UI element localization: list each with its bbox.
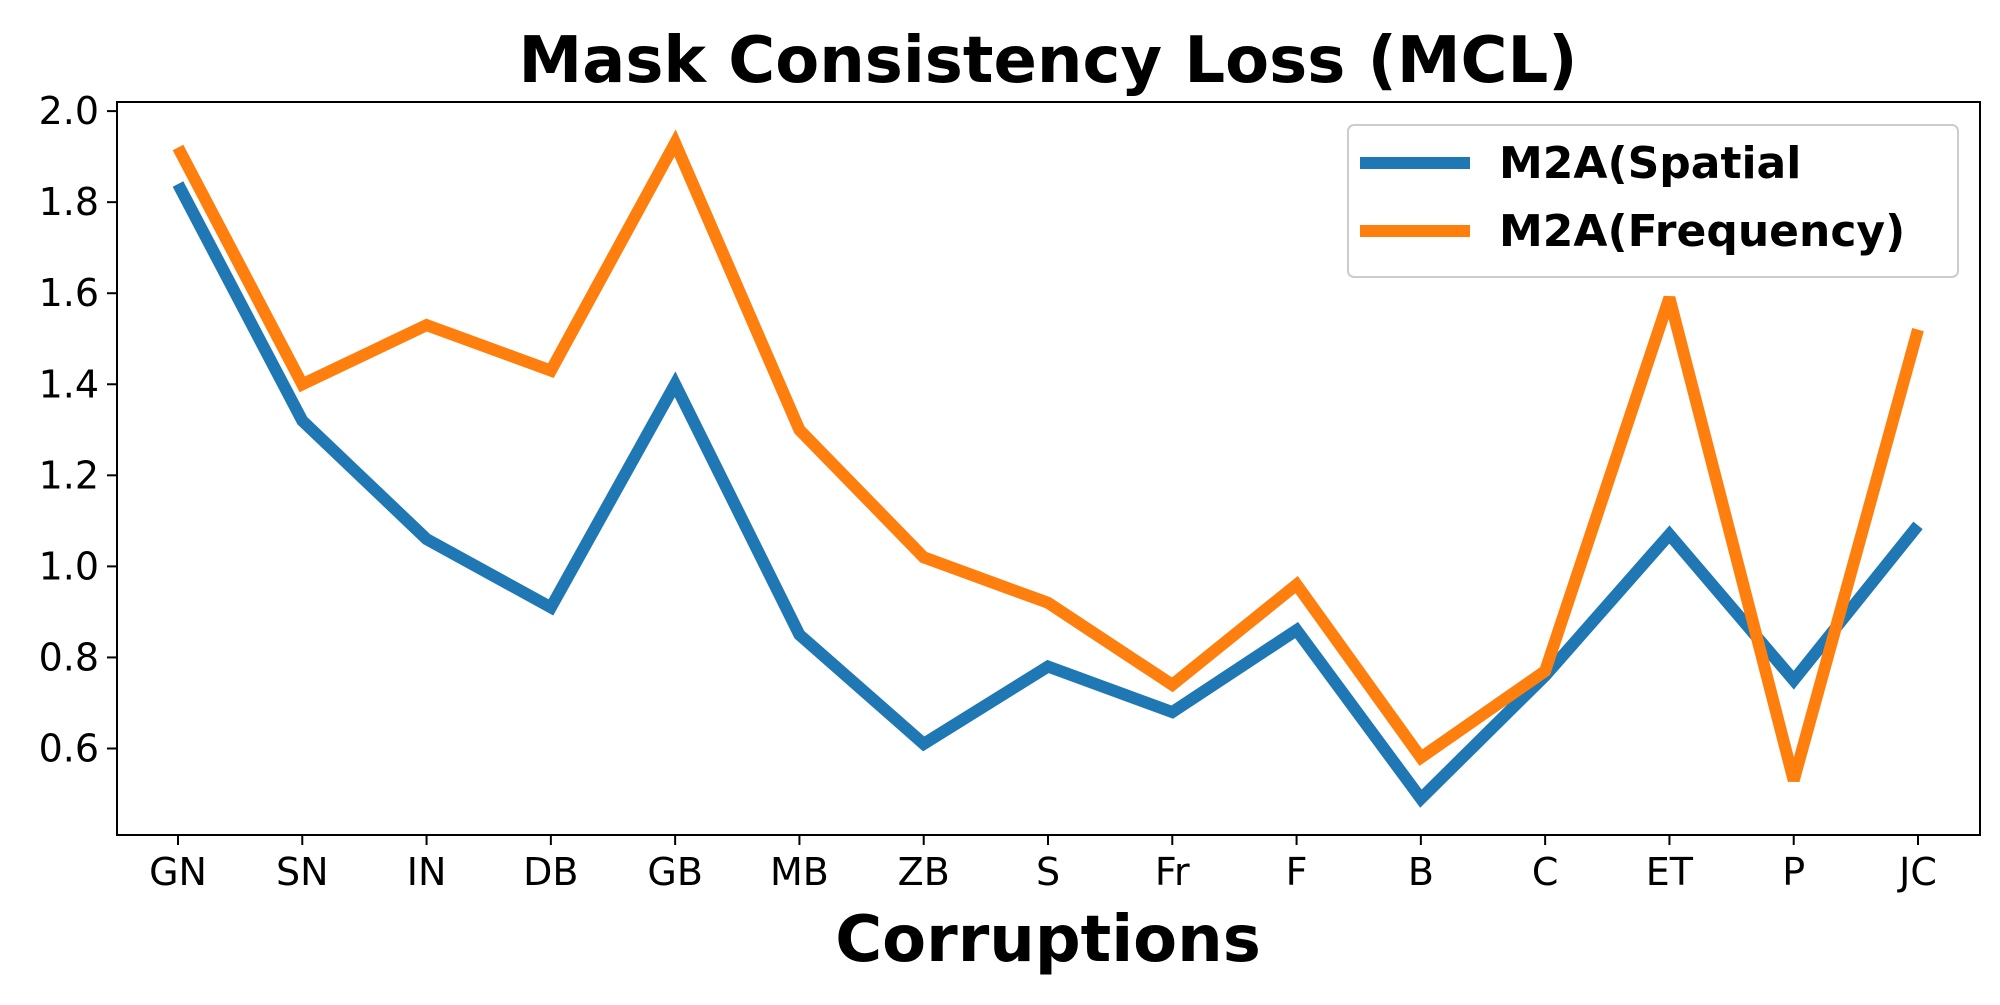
y-tick-label: 0.8 <box>39 635 99 679</box>
x-tick-label: Fr <box>1155 850 1190 894</box>
y-tick-label: 1.2 <box>39 453 99 497</box>
x-axis-label: Corruptions <box>835 903 1261 977</box>
x-tick-label: F <box>1286 850 1308 894</box>
y-tick-label: 0.6 <box>39 726 99 770</box>
x-tick-label: ZB <box>898 850 950 894</box>
legend-label-spatial: M2A(Spatial <box>1499 138 1801 189</box>
x-tick-label: P <box>1782 850 1805 894</box>
x-tick-label: JC <box>1897 850 1937 894</box>
chart-title: Mask Consistency Loss (MCL) <box>518 24 1577 98</box>
series-line-spatial <box>172 181 1923 808</box>
y-tick-label: 1.6 <box>39 271 99 315</box>
y-tick-label: 1.8 <box>39 180 99 224</box>
legend-label-frequency: M2A(Frequency) <box>1499 206 1905 257</box>
x-tick-label: GB <box>647 850 703 894</box>
legend: M2A(Spatial M2A(Frequency) <box>1347 124 1959 278</box>
y-tick-label: 1.0 <box>39 544 99 588</box>
x-tick-label: ET <box>1646 850 1694 894</box>
legend-box <box>1347 124 1959 278</box>
x-tick-label: SN <box>276 850 329 894</box>
x-tick-label: IN <box>407 850 447 894</box>
x-tick-label: GN <box>149 850 207 894</box>
plot-area <box>172 129 1924 808</box>
x-axis: GN SN IN DB GB MB ZB S Fr F B C ET P JC <box>149 835 1937 894</box>
y-tick-label: 1.4 <box>39 362 99 406</box>
y-axis: 0.6 0.8 1.0 1.2 1.4 1.6 1.8 2.0 <box>39 89 117 770</box>
x-tick-label: C <box>1532 850 1559 894</box>
x-tick-label: B <box>1408 850 1434 894</box>
y-tick-label: 2.0 <box>39 89 99 133</box>
series-line-frequency <box>172 129 1924 782</box>
x-tick-label: DB <box>523 850 578 894</box>
x-tick-label: MB <box>770 850 829 894</box>
x-tick-label: S <box>1036 850 1060 894</box>
